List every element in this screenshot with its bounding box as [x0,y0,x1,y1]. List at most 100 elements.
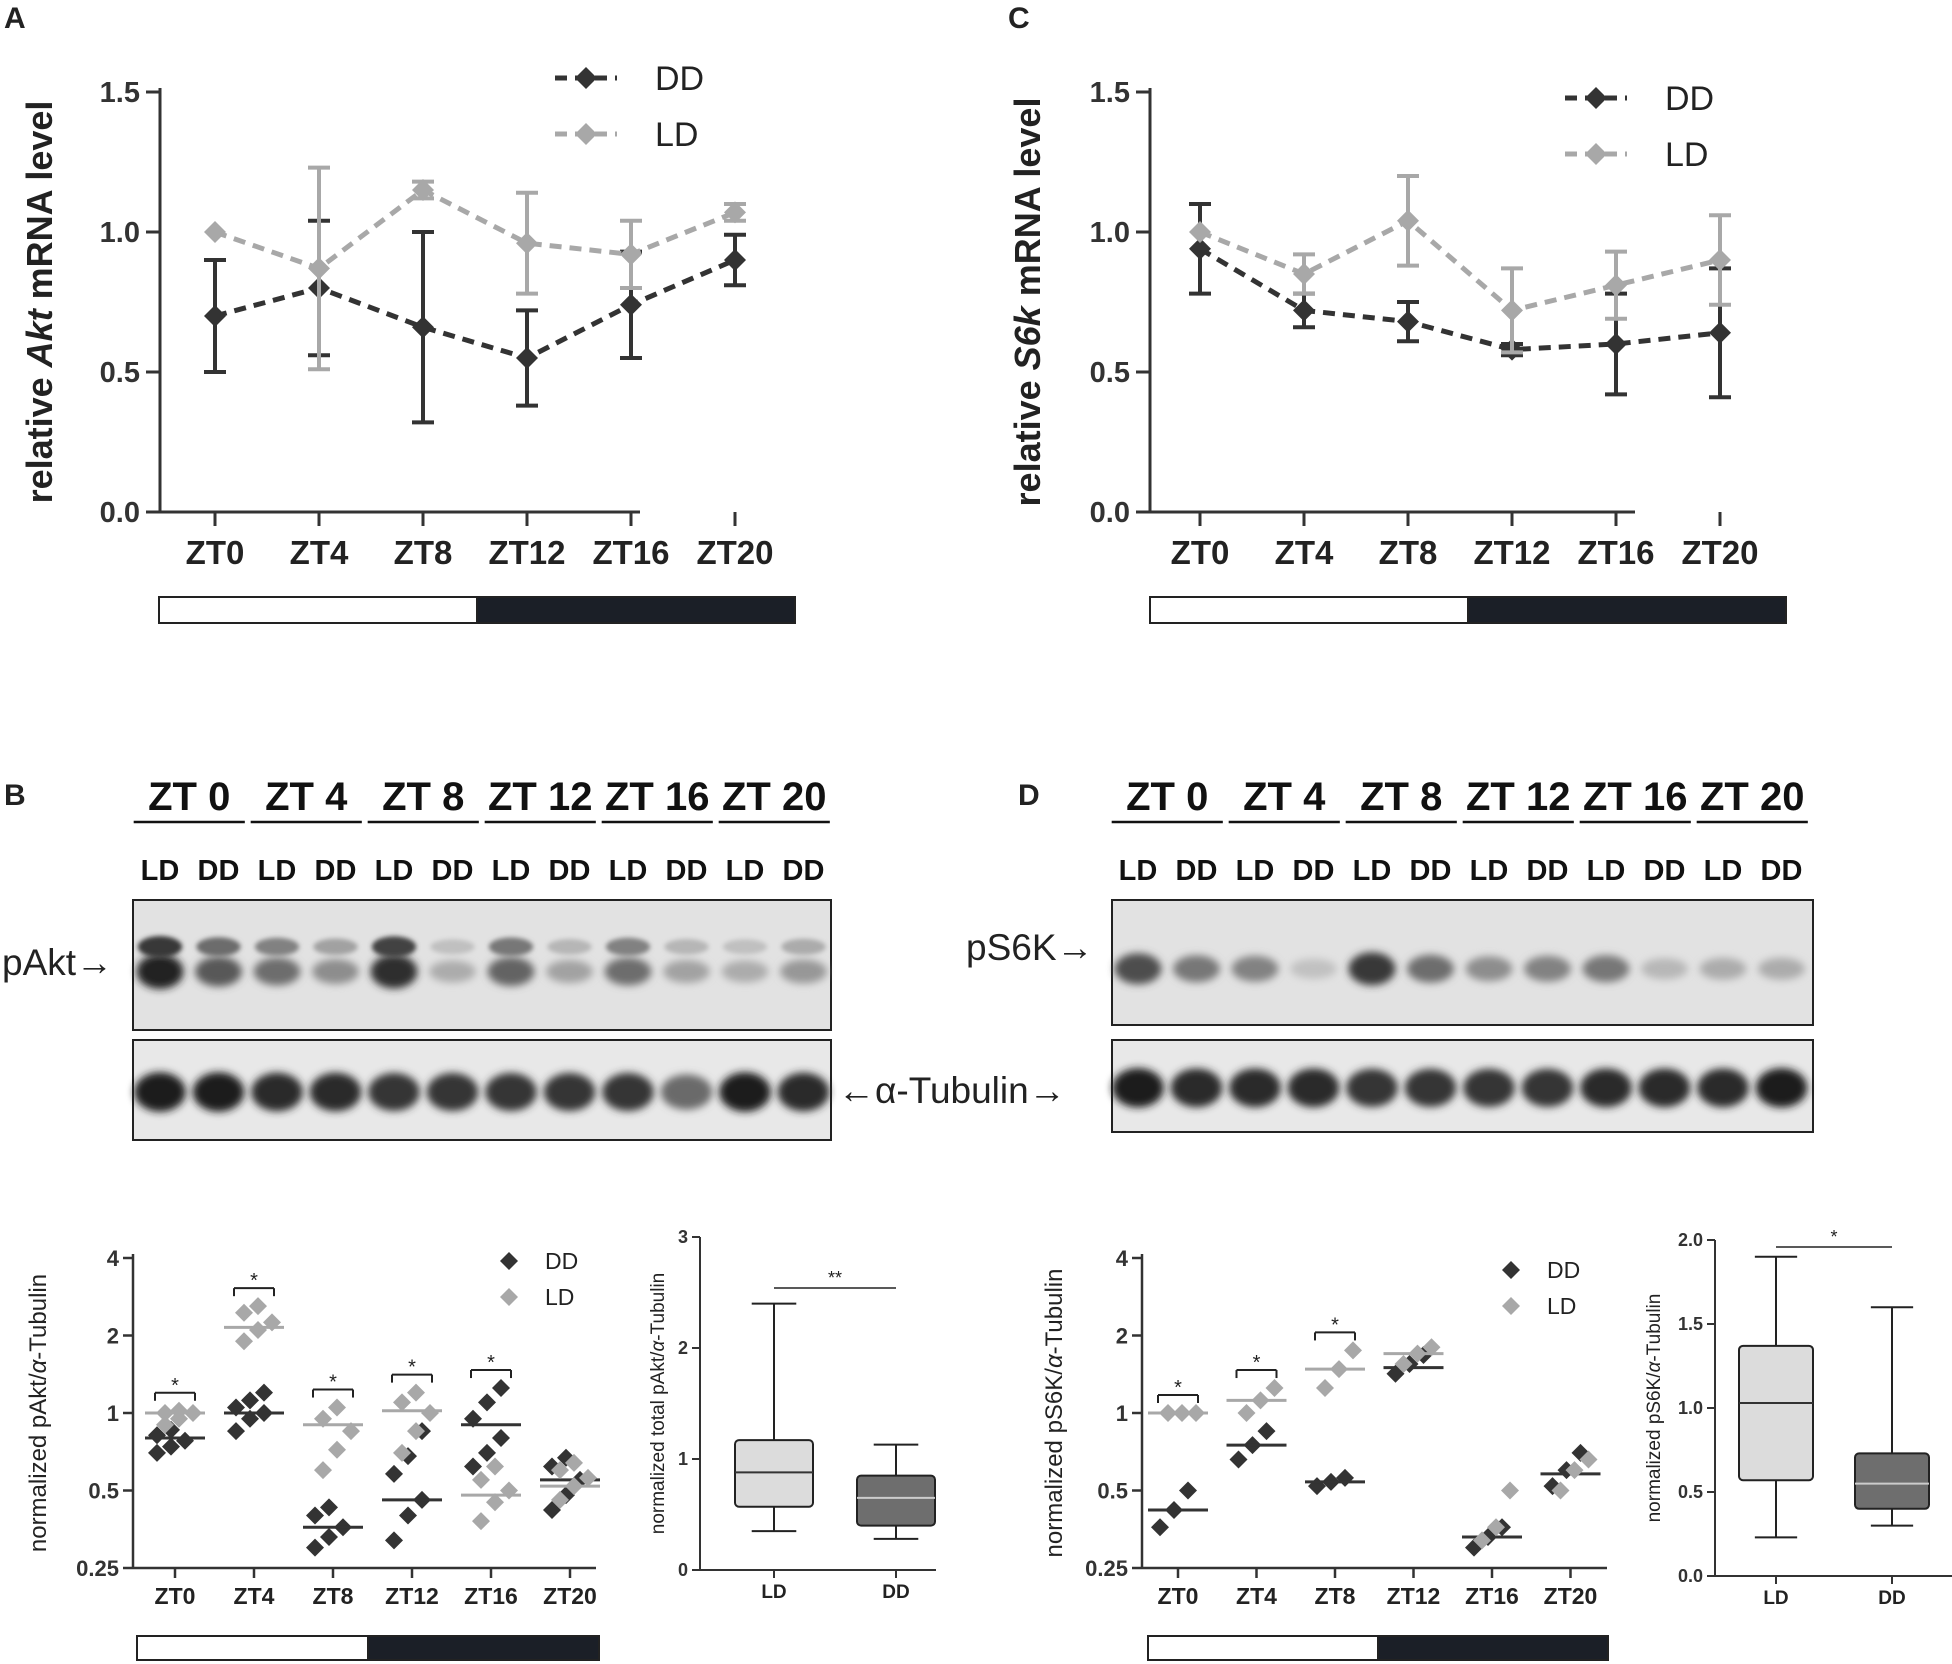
y-label-prefix: normalized pS6K/ [1041,1368,1068,1558]
y-tick-label: 1.5 [1678,1314,1703,1334]
data-point-DD [1293,299,1315,322]
blot-lane-label: LD [375,855,414,887]
data-point-LD [314,1461,332,1480]
x-tick-label: LD [761,1582,786,1603]
alpha-tubulin-label: ←α-Tubulin→ [838,1070,1066,1111]
blot-band [604,957,652,986]
y-tick-label: 0.5 [1097,1479,1128,1504]
blot-zt-header: ZT 4 [265,775,348,819]
data-point-DD [385,1464,403,1483]
legend-label-DD: DD [1547,1257,1580,1283]
data-point-LD [1487,1518,1505,1537]
y-label-prefix: relative [19,367,60,503]
x-tick-label: ZT16 [592,534,669,571]
y-tick-label: 0.0 [100,497,140,529]
data-point-LD [500,1481,518,1500]
data-point-DD [1605,333,1627,355]
y-label-alpha: α [648,1340,669,1352]
blot-lane-label: LD [141,855,180,887]
y-label-suffix: mRNA level [1007,98,1048,307]
x-tick-label: ZT0 [155,1583,196,1609]
data-point-DD [478,1393,496,1412]
y-tick-label: 0.5 [1090,357,1130,389]
data-point-DD [1308,1477,1326,1496]
y-axis-label: relative Akt mRNA level [19,101,60,504]
data-point-DD [148,1443,166,1462]
blot-lane-label: DD [783,855,825,887]
y-tick-label: 1 [678,1449,688,1469]
blot-band [602,1072,654,1112]
data-point-DD [543,1500,561,1519]
blot-lane-label: DD [1761,855,1803,887]
y-tick-label: 3 [678,1227,688,1247]
y-tick-label: 2 [1116,1324,1128,1349]
blot-band-upper [488,937,534,957]
data-point-DD [385,1531,403,1550]
y-tick-label: 2.0 [1678,1230,1703,1250]
blot-band [1758,957,1805,980]
panel-label-A: A [4,2,26,35]
blot-band [253,957,301,986]
data-point-LD [1501,1481,1519,1500]
data-point-DD [464,1457,482,1476]
blot-lane-label: DD [1176,855,1218,887]
ps6k-label-text: pS6K [966,927,1057,968]
significance-star: * [487,1352,495,1374]
y-label-suffix: -Tubulin [25,1274,52,1360]
x-tick-label: ZT8 [1379,534,1438,571]
blot-lane-label: LD [609,855,648,887]
data-point-DD [1189,237,1211,260]
blot-band [309,1072,362,1112]
data-point-LD [551,1490,569,1509]
blot-band [312,959,359,984]
arrow-left-icon: ← [838,1070,875,1111]
data-point-LD [1293,263,1315,285]
ps6k-label: pS6K→ [966,927,1094,968]
blot-lane-label: DD [198,855,240,887]
panel-label-C: C [1008,2,1030,35]
x-tick-label: ZT0 [186,534,245,571]
blot-band [485,1072,537,1112]
data-point-LD [308,257,330,280]
legend-label-DD: DD [545,1248,578,1274]
x-tick-label: ZT8 [394,534,453,571]
x-tick-label: ZT20 [696,534,773,571]
blot-band-upper [664,939,709,955]
blot-lane-label: DD [666,855,708,887]
x-tick-label: ZT4 [290,534,349,571]
x-tick-label: ZT0 [1171,534,1230,571]
x-tick-label: DD [882,1582,909,1603]
blot-band-upper [722,939,768,955]
data-point-LD [516,232,538,255]
significance-star: * [1174,1377,1182,1399]
data-point-LD [1394,1354,1413,1373]
box-DD [1854,1452,1930,1510]
data-point-DD [492,1428,510,1447]
data-point-LD [551,1461,569,1480]
data-point-LD [421,1404,439,1422]
data-point-DD [227,1422,245,1441]
blot-band [1173,955,1220,983]
data-point-LD [1605,274,1627,297]
legend-marker-LD [1585,143,1607,165]
x-tick-label: ZT16 [464,1583,518,1609]
significance-star: * [1830,1227,1837,1247]
y-tick-label: 1.0 [100,217,140,249]
y-tick-label: 0.5 [100,357,140,389]
legend-marker-DD [575,67,597,89]
x-tick-label: ZT8 [1315,1583,1356,1609]
data-point-LD [249,1321,267,1340]
y-tick-label: 1 [107,1401,119,1426]
significance-star: * [1253,1352,1261,1374]
blot-band [429,960,476,983]
data-point-LD [565,1453,583,1472]
blot-band [1699,957,1747,980]
blot-zt-header: ZT 8 [1360,775,1442,819]
blot-band [1346,1068,1398,1107]
C-light-bar [1149,596,1469,624]
data-point-LD [170,1401,188,1420]
blot-band [1465,956,1513,982]
significance-star: ** [828,1268,842,1288]
y-label-alpha: α [1644,1360,1665,1372]
data-point-LD [486,1493,504,1512]
